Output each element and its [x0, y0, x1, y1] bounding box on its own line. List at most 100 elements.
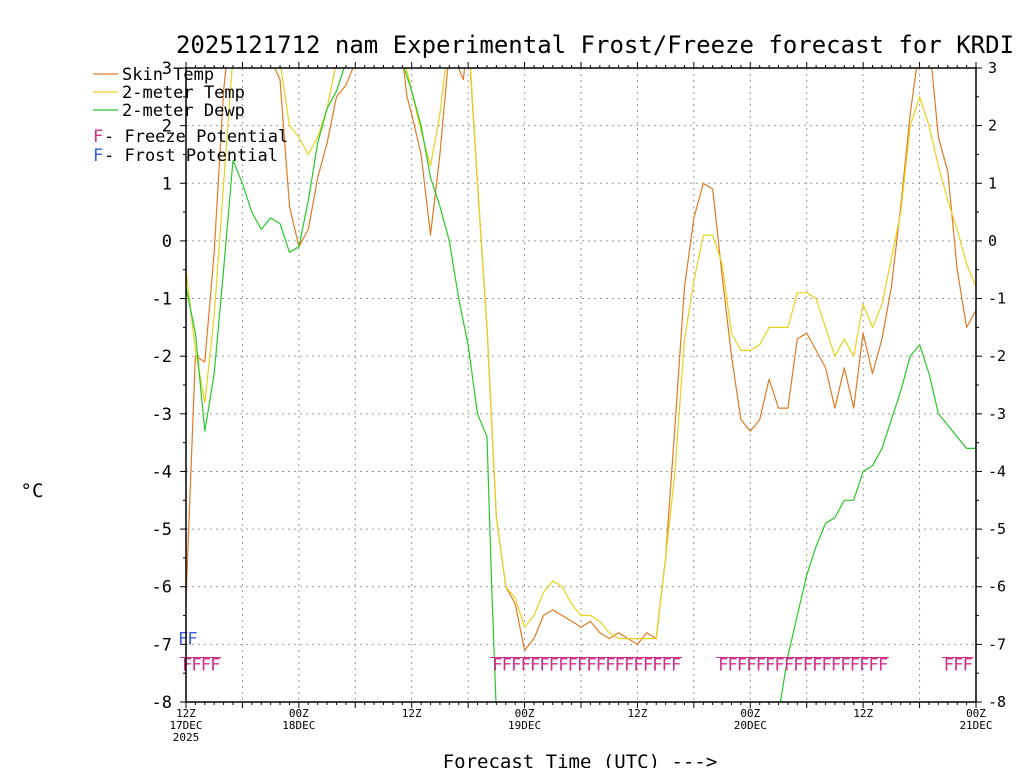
freeze-marker: F [210, 656, 220, 676]
freeze-marker: F [521, 656, 531, 676]
freeze-marker: F [558, 656, 568, 676]
y-tick-label-right: -3 [988, 405, 1006, 423]
freeze-marker: F [812, 656, 822, 676]
x-tick-label: 12Z [627, 707, 647, 720]
y-tick-label-right: -1 [988, 290, 1006, 308]
freeze-marker: F [492, 656, 502, 676]
freeze-marker: F [671, 656, 681, 676]
x-tick-label: 00Z [966, 707, 986, 720]
x-tick-label: 18DEC [282, 719, 315, 732]
freeze-marker: F [596, 656, 606, 676]
freeze-marker: F [549, 656, 559, 676]
freeze-marker: F [737, 656, 747, 676]
series-line [186, 68, 976, 651]
y-tick-label-right: -8 [988, 693, 1006, 711]
series-lines [186, 68, 976, 702]
freeze-marker: F [605, 656, 615, 676]
freeze-marker: F [850, 656, 860, 676]
y-tick-label: 0 [162, 232, 172, 252]
freeze-marker: F [201, 656, 211, 676]
y-tick-label: 3 [162, 59, 172, 79]
y-tick-label: -5 [152, 520, 172, 540]
y-tick-label-right: -5 [988, 520, 1006, 538]
x-tick-label: 12Z [176, 707, 196, 720]
legend-potential-label: - Frost Potential [104, 146, 278, 166]
legend-potential-label: - Freeze Potential [104, 127, 288, 147]
freeze-marker: F [662, 656, 672, 676]
freeze-marker: F [502, 656, 512, 676]
freeze-marker: F [775, 656, 785, 676]
freeze-marker: F [784, 656, 794, 676]
y-tick-label-right: -2 [988, 347, 1006, 365]
y-tick-label-right: -4 [988, 462, 1006, 480]
freeze-marker: F [718, 656, 728, 676]
x-tick-label: 00Z [515, 707, 535, 720]
freeze-marker: F [568, 656, 578, 676]
x-tick-label: 12Z [853, 707, 873, 720]
x-tick-label: 00Z [289, 707, 309, 720]
y-tick-label: -1 [152, 290, 172, 310]
x-tick-label: 21DEC [959, 719, 992, 732]
y-axis-label: °C [21, 480, 44, 502]
freeze-marker: F [793, 656, 803, 676]
freeze-marker: F [586, 656, 596, 676]
y-axis-right: -8 -7 -6 -5 -4 -3 -2 -1 0 1 2 3 [976, 59, 1006, 711]
freeze-marker: F [803, 656, 813, 676]
frost-marker: F [178, 630, 188, 650]
y-tick-label-right: 2 [988, 117, 997, 135]
freeze-marker: F [511, 656, 521, 676]
y-tick-label: -7 [152, 635, 172, 655]
y-tick-label: -6 [152, 578, 172, 598]
y-axis-left: -8 -7 -6 -5 -4 -3 -2 -1 0 1 2 3 [152, 59, 186, 713]
freeze-marker: F [859, 656, 869, 676]
freeze-marker: F [727, 656, 737, 676]
chart-title: 2025121712 nam Experimental Frost/Freeze… [176, 31, 1014, 59]
freeze-marker: F [643, 656, 653, 676]
freeze-marker: F [182, 656, 192, 676]
x-tick-label: 2025 [173, 731, 200, 744]
freeze-marker: F [756, 656, 766, 676]
freeze-marker: F [963, 656, 973, 676]
y-tick-label: -3 [152, 405, 172, 425]
x-tick-label: 20DEC [734, 719, 767, 732]
y-tick-label: 1 [162, 174, 172, 194]
freeze-marker: F [577, 656, 587, 676]
x-tick-label: 12Z [402, 707, 422, 720]
x-tick-label: 19DEC [508, 719, 541, 732]
freeze-marker: F [869, 656, 879, 676]
legend-potential-symbol: F [93, 146, 103, 166]
legend-potential-symbol: F [93, 127, 103, 147]
freeze-marker: F [530, 656, 540, 676]
y-tick-label-right: -6 [988, 578, 1006, 596]
freeze-marker: F [652, 656, 662, 676]
y-tick-label: -4 [152, 462, 172, 482]
legend-label: Skin Temp [122, 65, 214, 85]
freeze-marker: F [633, 656, 643, 676]
y-tick-label: 2 [162, 117, 172, 137]
freeze-marker: F [944, 656, 954, 676]
x-tick-label: 00Z [740, 707, 760, 720]
freeze-marker: F [191, 656, 201, 676]
y-tick-label: -2 [152, 347, 172, 367]
legend-label: 2-meter Temp [122, 83, 245, 103]
series-line [186, 68, 976, 640]
freeze-marker: F [624, 656, 634, 676]
y-tick-label-right: -7 [988, 635, 1006, 653]
freeze-marker: F [615, 656, 625, 676]
y-tick-label-right: 3 [988, 59, 997, 77]
freeze-marker: F [953, 656, 963, 676]
freeze-marker: F [765, 656, 775, 676]
freeze-marker: F [878, 656, 888, 676]
freeze-marker: F [539, 656, 549, 676]
freeze-marker: F [831, 656, 841, 676]
freeze-marker: F [840, 656, 850, 676]
plot-frame [185, 67, 977, 703]
x-tick-label: 17DEC [169, 719, 202, 732]
legend-label: 2-meter Dewp [122, 101, 245, 121]
series-line [779, 344, 976, 702]
y-tick-label-right: 0 [988, 232, 997, 250]
